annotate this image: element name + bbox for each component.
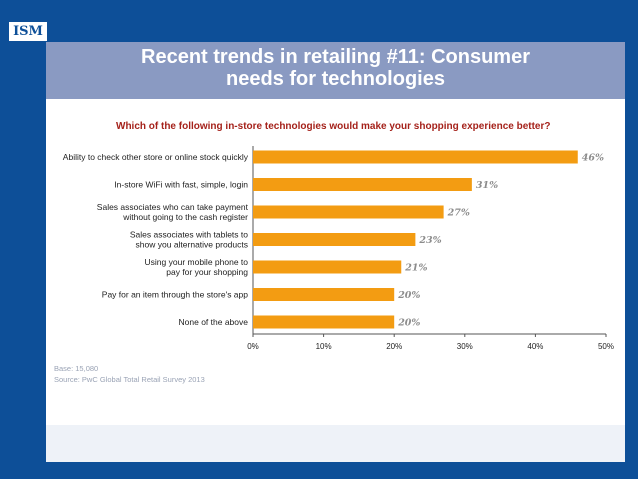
bar — [253, 178, 472, 191]
bar-value-label: 21% — [404, 263, 427, 274]
x-tick-label: 0% — [247, 342, 259, 351]
bar — [253, 260, 402, 274]
category-label: show you alternative products — [136, 240, 248, 250]
bar — [253, 315, 395, 329]
x-tick-label: 10% — [316, 342, 332, 351]
bar-value-label: 27% — [447, 208, 470, 219]
title-band — [46, 42, 625, 99]
bar — [253, 205, 444, 219]
bar-value-label: 20% — [397, 290, 420, 301]
bar-value-label: 23% — [418, 235, 441, 246]
bar-value-label: 46% — [582, 153, 604, 164]
bar — [253, 150, 578, 164]
category-label: Pay for an item through the store's app — [102, 290, 248, 300]
bar — [253, 233, 416, 246]
title-line-2: needs for technologies — [226, 68, 445, 90]
x-tick-label: 50% — [598, 342, 614, 351]
x-tick-label: 30% — [457, 342, 473, 351]
bar-value-label: 20% — [397, 318, 420, 329]
category-label: Sales associates who can take payment — [97, 202, 249, 212]
chart-question: Which of the following in-store technolo… — [116, 121, 551, 132]
slide: Recent trends in retailing #11: Consumer… — [46, 42, 625, 462]
slide-title: Recent trends in retailing #11: Consumer… — [46, 46, 625, 90]
x-tick-label: 20% — [386, 342, 402, 351]
category-label: None of the above — [179, 317, 249, 327]
category-label: without going to the cash register — [122, 212, 248, 222]
source-note: Source: PwC Global Total Retail Survey 2… — [54, 375, 205, 384]
ism-logo: ISM — [9, 22, 47, 41]
bar-value-label: 31% — [476, 180, 498, 191]
category-label: pay for your shopping — [166, 267, 248, 277]
bar — [253, 288, 395, 301]
category-label: Ability to check other store or online s… — [63, 152, 249, 162]
x-tick-label: 40% — [527, 342, 543, 351]
title-line-1: Recent trends in retailing #11: Consumer — [141, 46, 530, 68]
category-label: In-store WiFi with fast, simple, login — [114, 180, 248, 190]
category-label: Sales associates with tablets to — [130, 230, 248, 240]
footer-band — [46, 425, 625, 462]
base-note: Base: 15,080 — [54, 364, 99, 373]
category-label: Using your mobile phone to — [145, 257, 249, 267]
